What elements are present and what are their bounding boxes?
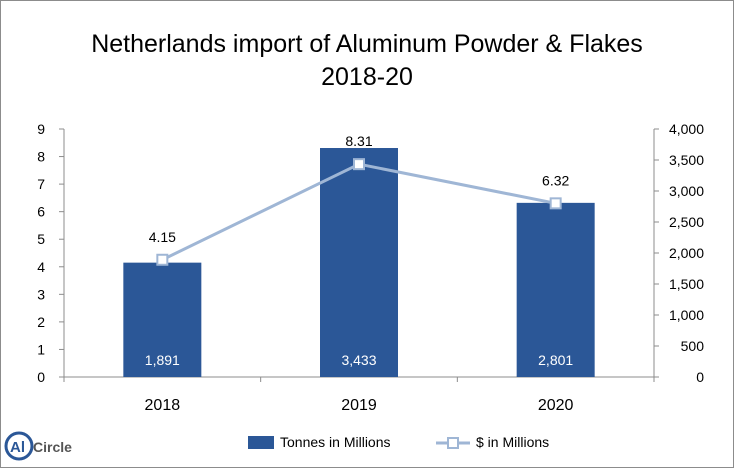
bar <box>516 202 595 377</box>
right-tick-label: 1,000 <box>669 307 704 323</box>
right-tick-label: 500 <box>681 338 705 354</box>
bar-data-label: 2,801 <box>538 352 573 368</box>
left-tick-label: 9 <box>37 121 45 137</box>
legend-bar-label: Tonnes in Millions <box>280 434 391 450</box>
chart-title: Netherlands import of Aluminum Powder & … <box>0 28 734 94</box>
bar-data-label: 1,891 <box>145 352 180 368</box>
bar-data-label: 3,433 <box>341 352 376 368</box>
line-point <box>156 253 169 266</box>
legend-bar-swatch <box>248 436 274 449</box>
right-tick-label: 4,000 <box>669 121 704 137</box>
line-data-label: 4.15 <box>149 229 176 245</box>
left-tick-label: 1 <box>37 341 45 357</box>
right-tick-label: 0 <box>696 369 704 385</box>
chart-title-line-1: Netherlands import of Aluminum Powder & … <box>91 30 643 58</box>
bar <box>123 262 202 377</box>
right-tick-label: 3,000 <box>669 183 704 199</box>
right-tick-label: 1,500 <box>669 276 704 292</box>
data-labels: 1,891 3,433 2,801 4.15 8.31 6.32 <box>145 133 574 368</box>
legend-line-label: $ in Millions <box>476 434 549 450</box>
left-tick-label: 3 <box>37 286 45 302</box>
line-data-label: 6.32 <box>542 172 569 188</box>
left-tick-label: 0 <box>37 369 45 385</box>
left-tick-label: 2 <box>37 314 45 330</box>
left-tick-label: 6 <box>37 204 45 220</box>
left-tick-label: 8 <box>37 149 45 165</box>
svg-text:Al: Al <box>10 439 25 456</box>
x-tick-label: 2020 <box>538 397 574 414</box>
chart-title-line-2: 2018-20 <box>321 63 413 91</box>
right-tick-label: 2,500 <box>669 214 704 230</box>
svg-text:Circle: Circle <box>33 439 72 455</box>
legend: Tonnes in Millions $ in Millions <box>248 434 549 450</box>
x-tick-label: 2018 <box>145 397 181 414</box>
x-tick-label: 2019 <box>341 397 377 414</box>
right-tick-label: 2,000 <box>669 245 704 261</box>
line-point <box>549 197 562 210</box>
line-point <box>353 158 365 171</box>
line-series <box>156 158 562 266</box>
left-tick-label: 4 <box>37 259 45 275</box>
left-tick-label: 5 <box>37 231 45 247</box>
legend-line-marker <box>447 437 459 449</box>
left-tick-label: 7 <box>37 176 45 192</box>
bar-series <box>123 148 595 377</box>
right-tick-label: 3,500 <box>669 152 704 168</box>
alcircle-logo: Al Circle <box>4 429 76 463</box>
bar <box>320 148 398 377</box>
line-data-label: 8.31 <box>345 133 372 149</box>
